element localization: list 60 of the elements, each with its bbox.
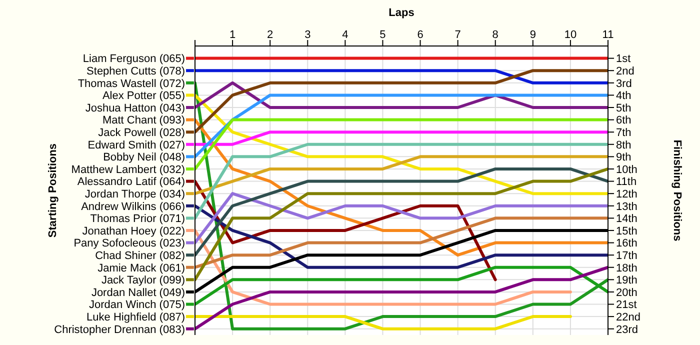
legend-label: Jordan Nallet (049) <box>91 286 185 299</box>
x-tick-label: 4 <box>342 29 348 41</box>
x-tick-label: 5 <box>380 29 386 41</box>
y2-tick-label: 3rd <box>616 78 632 90</box>
legend-label: Pany Sofocleous (023) <box>74 238 185 250</box>
legend-label: Alessandro Latif (064) <box>77 176 185 188</box>
legend-label: Edward Smith (027) <box>88 139 185 152</box>
legend-label: Chad Shiner (082) <box>95 250 185 262</box>
x-tick-label: 6 <box>417 29 424 41</box>
y2-tick-label: 2nd <box>616 66 634 78</box>
legend-label: Luke Highfield (087) <box>86 311 185 324</box>
legend-label: Joshua Hatton (043) <box>85 102 185 114</box>
y2-tick-label: 18th <box>616 262 638 274</box>
x-tick-label: 10 <box>564 29 577 41</box>
text: Starting Positions <box>46 143 59 238</box>
y2-tick-label: 7th <box>616 126 632 139</box>
y2-tick-label: 4th <box>616 90 632 102</box>
x-tick-label: 2 <box>267 29 274 41</box>
y2-tick-label: 8th <box>616 139 632 152</box>
y2-tick-label: 23rd <box>616 324 638 336</box>
legend-label: Jonathan Hoey (022) <box>82 225 185 238</box>
y2-tick-label: 16th <box>616 238 638 250</box>
legend-label: Andrew Wilkins (066) <box>81 200 185 213</box>
y2-axis-title: Finishing Positions <box>671 140 684 242</box>
y2-tick-label: 15th <box>616 225 638 238</box>
x-tick-label: 1 <box>229 29 236 41</box>
legend-label: Jordan Winch (075) <box>89 299 185 312</box>
legend-label: Jack Powell (028) <box>98 126 185 139</box>
legend-label: Christopher Drennan (083) <box>54 324 185 336</box>
x-tick-label: 9 <box>530 29 536 41</box>
y2-tick-label: 1st <box>616 53 631 66</box>
x-axis-title: Laps <box>388 6 414 19</box>
y2-tick-label: 5th <box>616 102 632 114</box>
y2-tick-label: 13th <box>616 200 638 213</box>
legend-label: Jordan Thorpe (034) <box>84 188 185 200</box>
legend-label: Stephen Cutts (078) <box>86 66 185 78</box>
y2-tick-label: 12th <box>616 188 638 200</box>
legend-label: Matt Chant (093) <box>102 114 185 127</box>
x-tick-label: 7 <box>454 29 461 41</box>
legend-label: Matthew Lambert (032) <box>71 164 185 176</box>
legend-label: Thomas Wastell (072) <box>78 78 185 90</box>
y2-tick-label: 20th <box>616 286 638 299</box>
y2-tick-label: 21st <box>616 299 637 312</box>
legend-label: Jack Taylor (099) <box>101 274 185 287</box>
legend-label: Liam Ferguson (065) <box>82 53 185 66</box>
y2-tick-label: 14th <box>616 213 638 226</box>
y2-tick-label: 17th <box>616 250 638 262</box>
legend-label: Bobby Neil (048) <box>103 152 185 164</box>
x-tick-label: 3 <box>304 29 311 41</box>
y2-tick-label: 19th <box>616 274 638 287</box>
y2-tick-label: 22nd <box>616 311 640 324</box>
legend-label: Thomas Prior (071) <box>90 213 185 226</box>
y2-tick-label: 9th <box>616 152 632 164</box>
legend-label: Jamie Mack (061) <box>98 262 185 274</box>
y2-tick-label: 6th <box>616 114 632 127</box>
y2-tick-label: 11th <box>616 176 637 188</box>
x-tick-label: 11 <box>602 29 614 41</box>
y2-tick-label: 10th <box>616 164 638 176</box>
legend-label: Alex Potter (055) <box>102 90 185 102</box>
x-tick-label: 8 <box>492 29 498 41</box>
